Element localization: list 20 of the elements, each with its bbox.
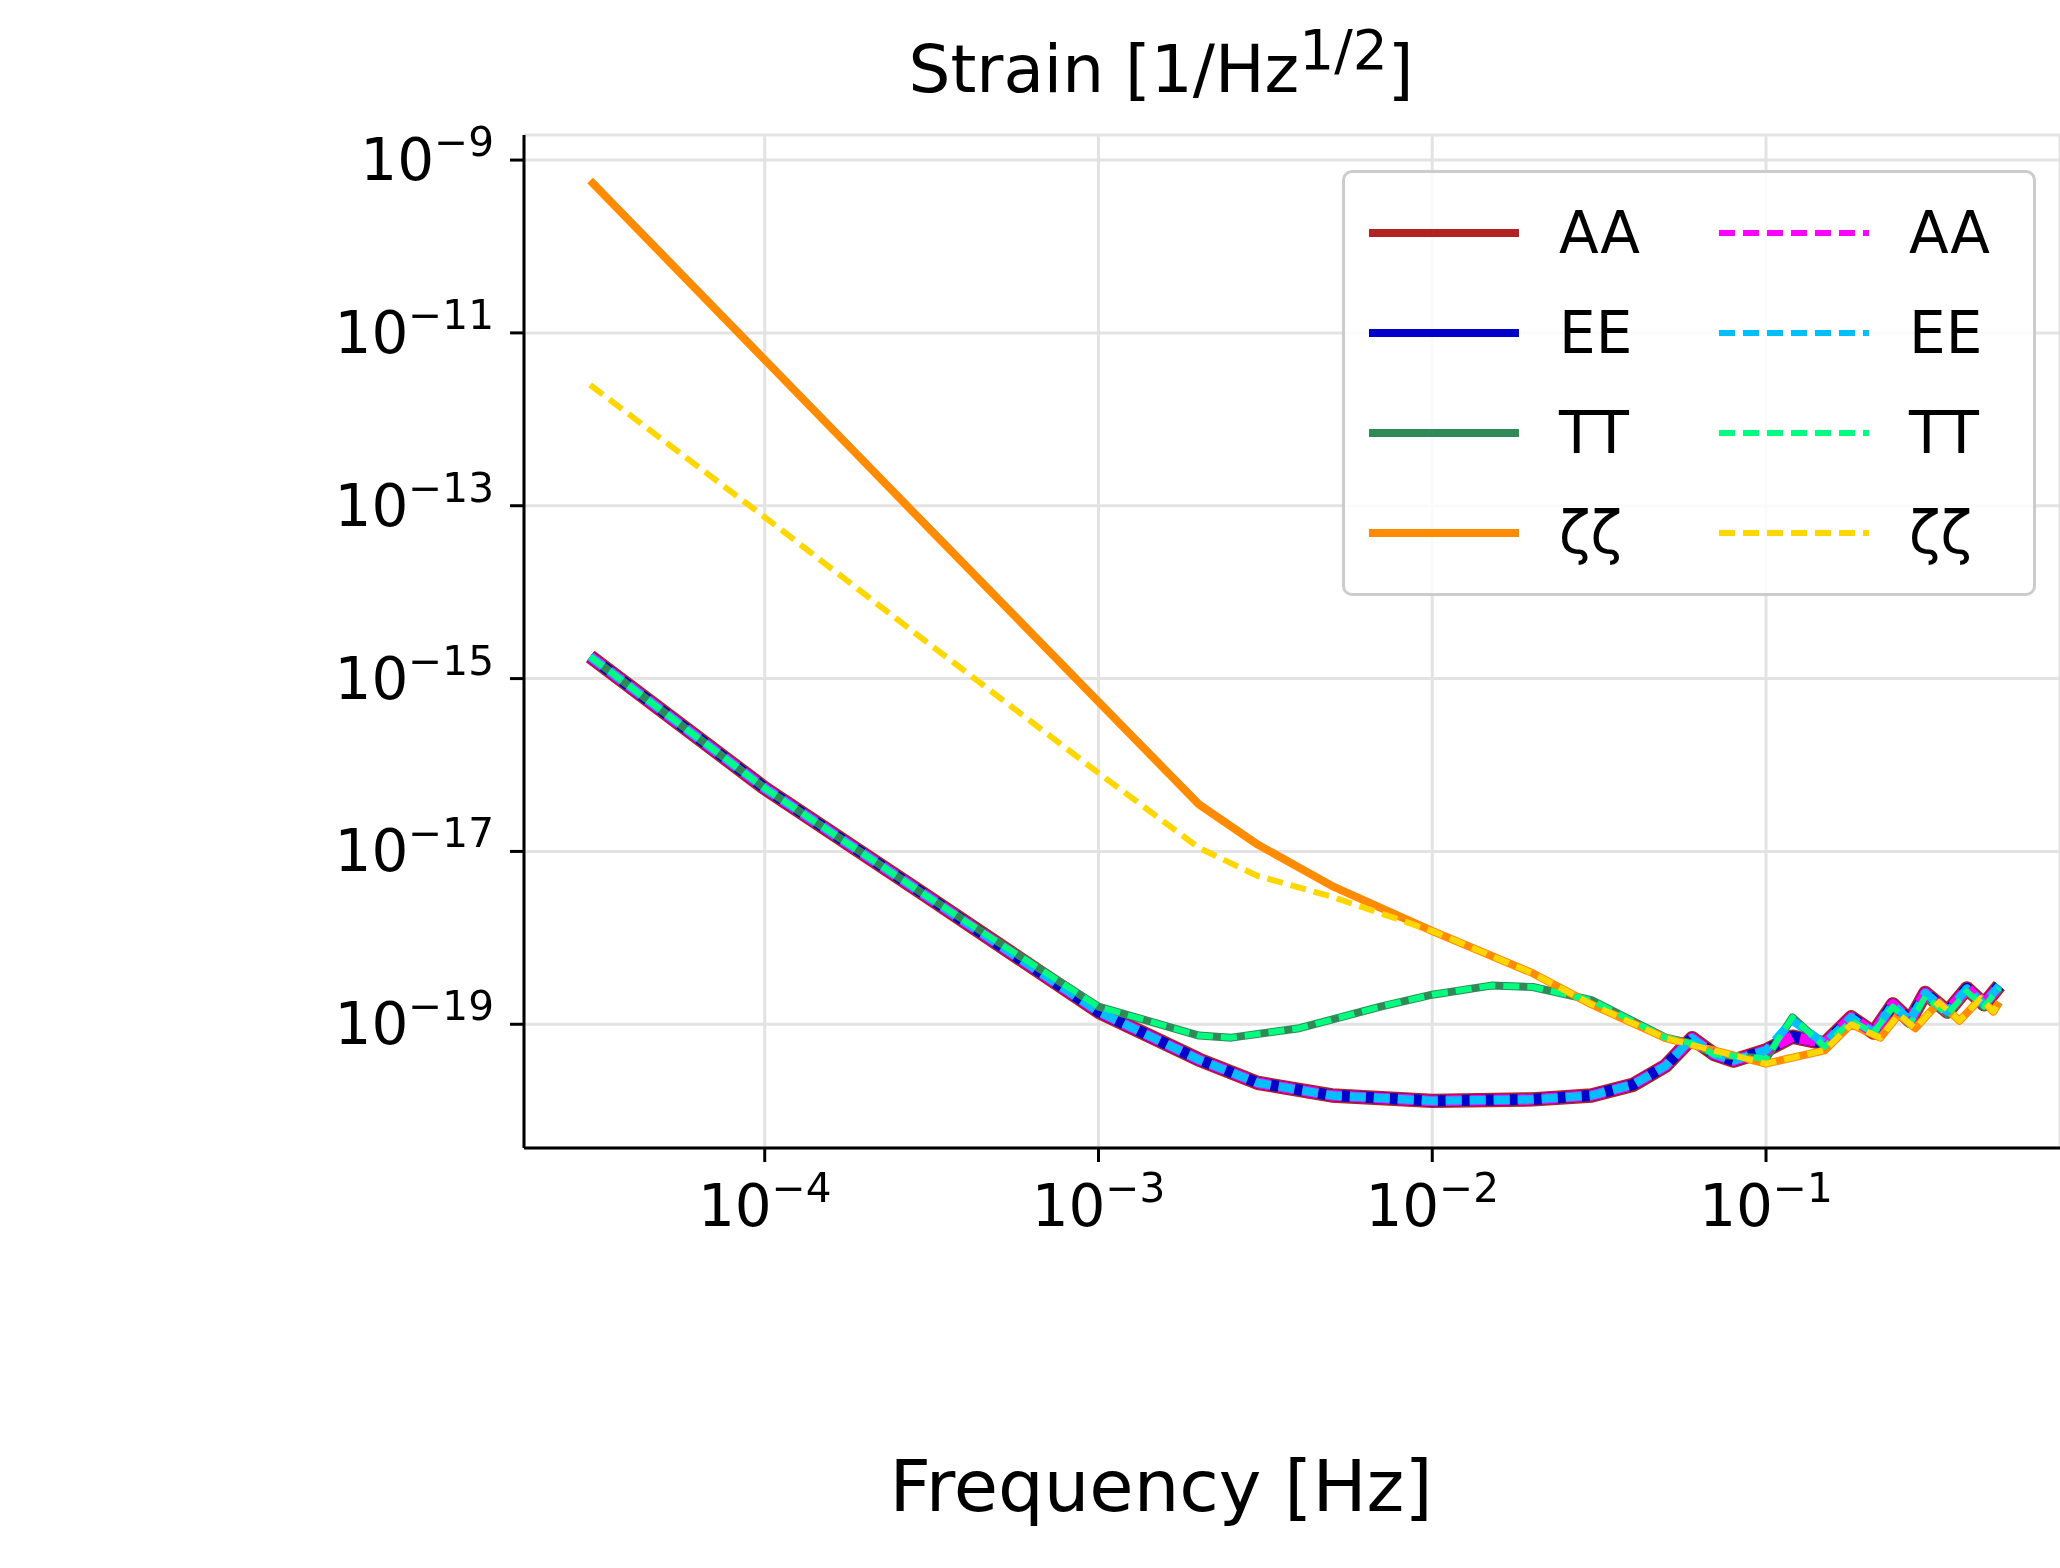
legend-label: EE	[1909, 299, 1984, 367]
y-tick-label: 10$^{−11}$	[334, 290, 494, 367]
x-tick-label: 10$^{−4}$	[697, 1164, 832, 1240]
y-tick-label: 10$^{−13}$	[334, 463, 494, 540]
legend-label: AA	[1909, 199, 1991, 267]
legend-label: TT	[1559, 399, 1630, 467]
legend-label: AA	[1559, 199, 1641, 267]
legend-label: ζζ	[1559, 499, 1624, 567]
y-tick-label: 10$^{−17}$	[334, 809, 494, 886]
legend-label: TT	[1909, 399, 1980, 467]
legend-label: ζζ	[1909, 499, 1974, 567]
x-tick-label: 10$^{−2}$	[1365, 1164, 1500, 1240]
x-axis-title: Frequency [Hz]	[888, 1444, 1434, 1528]
y-tick-label: 10$^{−15}$	[334, 636, 494, 713]
x-tick-label: 10$^{−3}$	[1031, 1164, 1166, 1240]
y-tick-label: 10$^{−9}$	[360, 118, 494, 195]
chart-title: Strain [1/Hz$^{1/2}$]	[907, 18, 1415, 108]
legend-label: EE	[1559, 299, 1634, 367]
x-tick-label: 10$^{−1}$	[1699, 1164, 1833, 1240]
y-tick-label: 10$^{−19}$	[334, 982, 494, 1059]
